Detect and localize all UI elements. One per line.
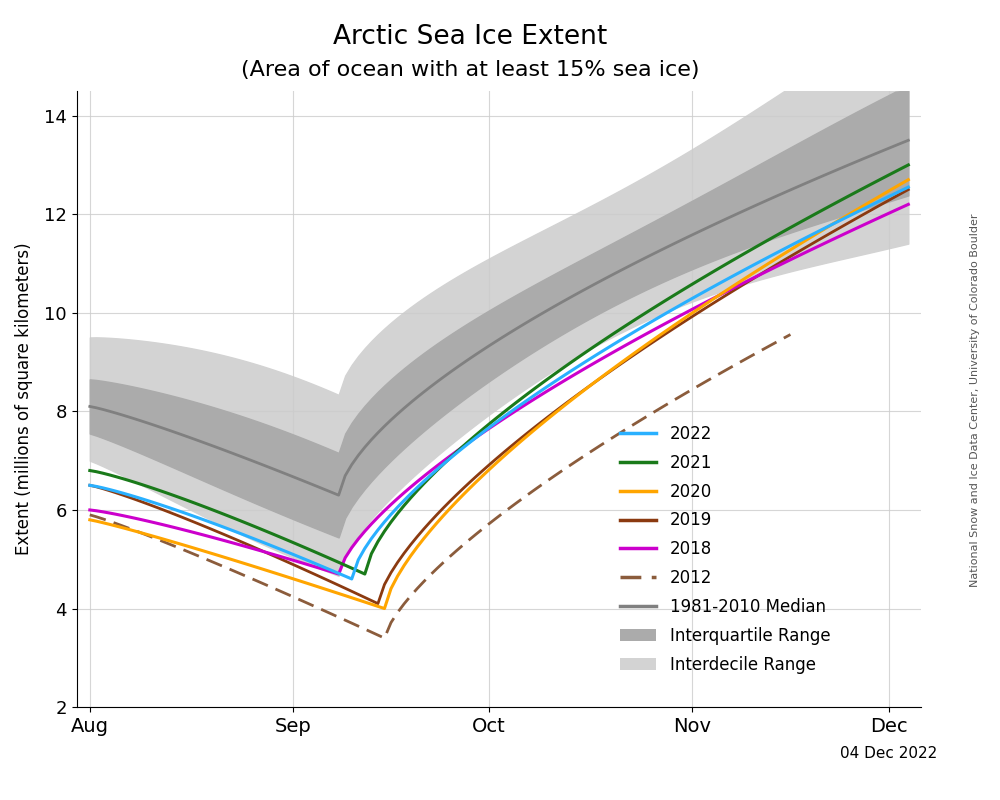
Text: Arctic Sea Ice Extent: Arctic Sea Ice Extent (333, 24, 607, 50)
Y-axis label: Extent (millions of square kilometers): Extent (millions of square kilometers) (15, 242, 33, 555)
Text: National Snow and Ice Data Center, University of Colorado Boulder: National Snow and Ice Data Center, Unive… (970, 214, 980, 586)
Legend: 2022, 2021, 2020, 2019, 2018, 2012, 1981-2010 Median, Interquartile Range, Inter: 2022, 2021, 2020, 2019, 2018, 2012, 1981… (613, 418, 837, 680)
Text: 04 Dec 2022: 04 Dec 2022 (840, 746, 937, 761)
Text: (Area of ocean with at least 15% sea ice): (Area of ocean with at least 15% sea ice… (241, 60, 699, 80)
